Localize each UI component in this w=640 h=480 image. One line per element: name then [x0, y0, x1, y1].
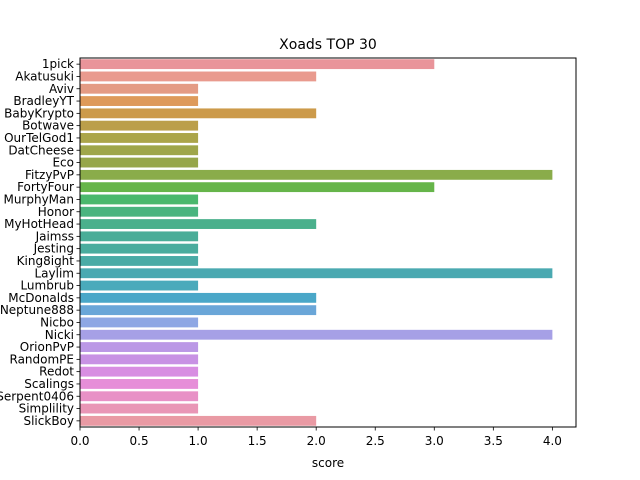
bar-SlickBoy: [80, 415, 317, 426]
bar-RandomPE: [80, 354, 199, 365]
bar-DatCheese: [80, 145, 199, 156]
y-tick-label: MyHotHead: [4, 217, 74, 231]
bar-Honor: [80, 206, 199, 217]
x-tick-label: 3.0: [425, 434, 444, 448]
bar-Scalings: [80, 379, 199, 389]
y-tick-label: BradleyYT: [13, 94, 74, 108]
y-axis-ticks: 1pickAkatusukiAvivBradleyYTBabyKryptoBot…: [0, 57, 80, 428]
y-tick-label: OrionPvP: [20, 340, 74, 354]
bar-King8ight: [80, 256, 199, 266]
plot-frame: [79, 57, 577, 428]
bar-Eco: [80, 157, 199, 168]
y-tick-label: Honor: [38, 205, 74, 219]
y-tick-label: Jaimss: [35, 229, 74, 243]
x-tick-label: 0.0: [70, 434, 89, 448]
chart-title: Xoads TOP 30: [279, 37, 377, 53]
y-tick-label: Eco: [52, 156, 74, 170]
y-tick-label: 1pick: [42, 57, 74, 71]
bar-MyHotHead: [80, 219, 317, 229]
y-tick-label: Nicki: [45, 328, 74, 342]
bar-Neptune888: [80, 305, 317, 316]
y-tick-label: Jesting: [33, 242, 74, 256]
x-tick-label: 0.5: [130, 434, 149, 448]
bar-Jesting: [80, 243, 199, 254]
y-tick-label: FitzyPvP: [25, 168, 74, 182]
x-tick-label: 3.5: [484, 434, 503, 448]
bar-BabyKrypto: [80, 108, 317, 119]
y-tick-label: SlickBoy: [23, 414, 74, 428]
x-tick-label: 2.0: [307, 434, 326, 448]
y-tick-label: Scalings: [24, 377, 74, 391]
bar-OrionPvP: [80, 342, 199, 352]
y-tick-label: FortyFour: [17, 180, 74, 194]
y-tick-label: Botwave: [22, 119, 74, 133]
x-axis-ticks: 0.0 0.5 1.0 1.5 2.0 2.5 3.0 3.5 4.0: [70, 427, 562, 448]
y-tick-label: Nicbo: [40, 315, 74, 329]
y-tick-label: Lumbrub: [20, 279, 74, 293]
bar-Botwave: [80, 120, 199, 131]
y-tick-label: MurphyMan: [3, 192, 74, 206]
bar-FortyFour: [80, 182, 435, 193]
bar-Nicbo: [80, 317, 199, 328]
bar-MurphyMan: [80, 194, 199, 205]
y-tick-label: OurTelGod1: [4, 131, 74, 145]
bar-Simplility: [80, 403, 199, 414]
x-tick-label: 4.0: [543, 434, 562, 448]
x-tick-label: 1.5: [248, 434, 267, 448]
y-tick-label: Redot: [39, 365, 74, 379]
bar-Serpent0406: [80, 391, 199, 402]
x-tick-label: 2.5: [366, 434, 385, 448]
y-tick-label: DatCheese: [8, 143, 74, 157]
y-tick-label: Laylim: [35, 266, 75, 280]
bar-Laylim: [80, 268, 553, 279]
y-tick-label: King8ight: [17, 254, 75, 268]
y-tick-label: RandomPE: [10, 352, 75, 366]
y-tick-label: Neptune888: [0, 303, 74, 317]
y-tick-label: McDonalds: [8, 291, 74, 305]
bar-Nicki: [80, 329, 553, 340]
bar-BradleyYT: [80, 96, 199, 106]
bar-1pick: [80, 59, 435, 70]
bar-Lumbrub: [80, 280, 199, 291]
bar-Akatusuki: [80, 71, 317, 82]
bar-OurTelGod1: [80, 133, 199, 143]
bar-group: [80, 59, 553, 426]
bar-Redot: [80, 366, 199, 377]
y-tick-label: Simplility: [19, 402, 74, 416]
x-tick-label: 1.0: [189, 434, 208, 448]
y-tick-label: Aviv: [49, 82, 74, 96]
y-tick-label: Akatusuki: [15, 69, 74, 83]
x-axis-label: score: [312, 456, 344, 470]
y-tick-label: BabyKrypto: [4, 106, 74, 120]
bar-Jaimss: [80, 231, 199, 242]
bar-FitzyPvP: [80, 169, 553, 180]
bar-Aviv: [80, 83, 199, 94]
y-tick-label: Serpent0406: [0, 389, 74, 403]
bar-McDonalds: [80, 292, 317, 303]
